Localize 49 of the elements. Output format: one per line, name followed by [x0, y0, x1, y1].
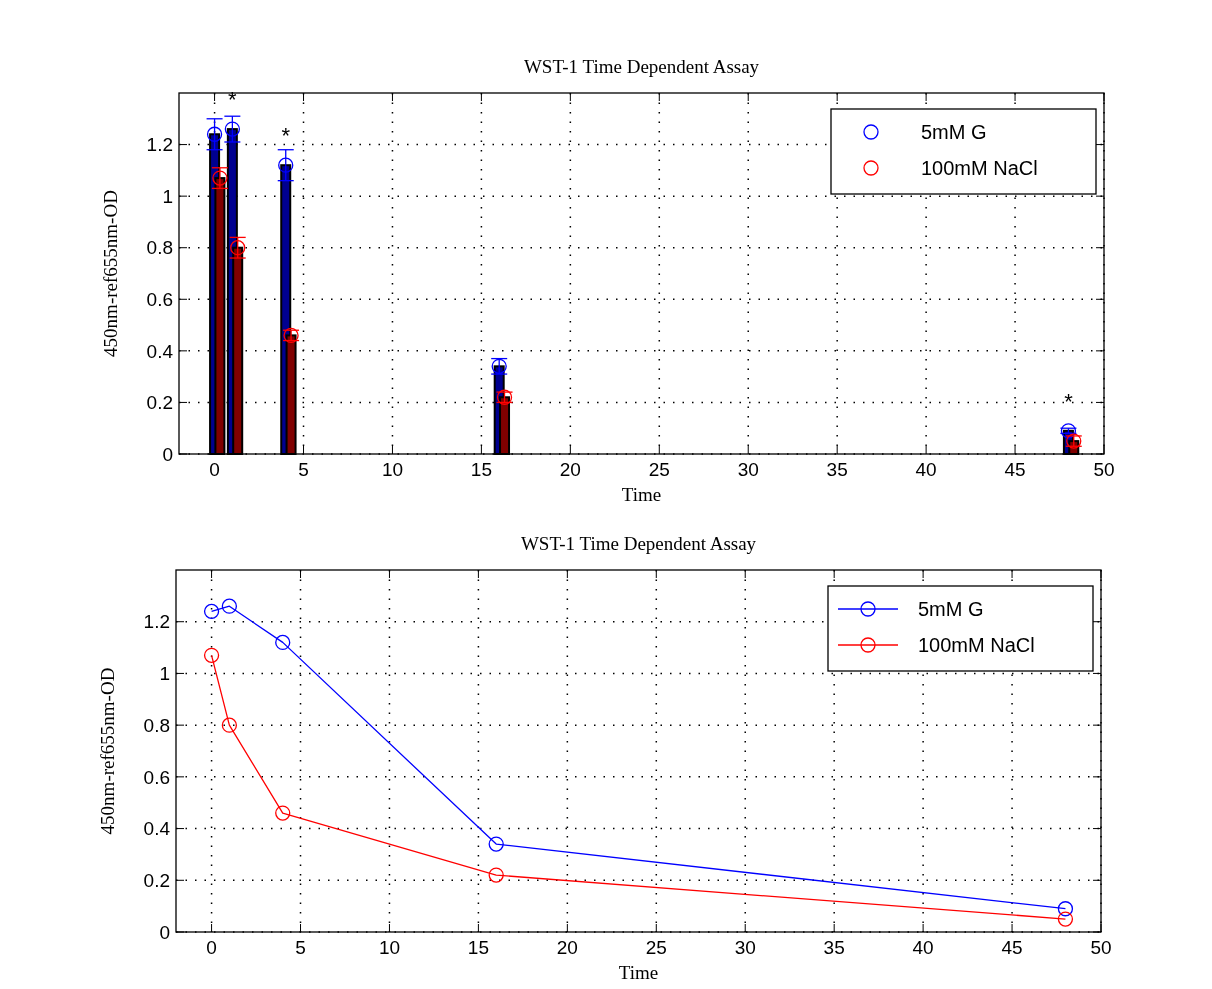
- x-tick-label: 5: [298, 459, 309, 480]
- x-tick-label: 25: [645, 937, 667, 958]
- x-tick-label: 30: [737, 459, 759, 480]
- chart-title: WST-1 Time Dependent Assay: [523, 56, 760, 77]
- y-tick-label: 0.4: [143, 818, 171, 840]
- y-tick-label: 0.6: [143, 766, 170, 788]
- y-tick-label: 0.8: [146, 237, 173, 259]
- y-tick-label: 0.4: [146, 340, 174, 362]
- x-tick-label: 40: [915, 459, 937, 480]
- x-tick-label: 5: [295, 937, 306, 958]
- x-tick-label: 40: [912, 937, 934, 958]
- x-tick-label: 20: [556, 937, 578, 958]
- y-tick-label: 0.2: [146, 392, 173, 414]
- x-tick-label: 25: [648, 459, 670, 480]
- legend-label: 5mM G: [921, 121, 987, 143]
- y-tick-label: 1.2: [143, 611, 170, 633]
- x-axis-title: Time: [618, 962, 659, 983]
- legend-label: 5mM G: [918, 598, 984, 620]
- y-tick-label: 1.2: [146, 134, 173, 156]
- x-tick-label: 15: [467, 937, 489, 958]
- x-tick-label: 45: [1001, 937, 1023, 958]
- x-tick-label: 35: [826, 459, 848, 480]
- x-tick-label: 50: [1093, 459, 1115, 480]
- x-tick-label: 15: [470, 459, 492, 480]
- annotation: *: [1064, 388, 1074, 414]
- x-tick-label: 50: [1090, 937, 1112, 958]
- x-tick-label: 30: [734, 937, 756, 958]
- legend-label: 100mM NaCl: [918, 634, 1035, 656]
- y-axis-title: 450nm-ref655nm-OD: [100, 190, 121, 357]
- x-tick-label: 35: [823, 937, 845, 958]
- chart-title: WST-1 Time Dependent Assay: [520, 533, 757, 554]
- x-tick-label: 10: [378, 937, 401, 958]
- y-tick-label: 0.2: [143, 869, 170, 891]
- x-tick-label: 45: [1004, 459, 1026, 480]
- x-tick-label: 0: [209, 459, 220, 480]
- x-tick-label: 10: [381, 459, 404, 480]
- y-tick-label: 1: [159, 663, 170, 685]
- annotation: *: [281, 123, 291, 149]
- y-tick-label: 0.8: [143, 714, 170, 736]
- y-tick-label: 0: [162, 443, 173, 465]
- y-axis-title: 450nm-ref655nm-OD: [97, 667, 118, 835]
- y-tick-label: 0.6: [146, 288, 173, 310]
- y-tick-label: 0: [159, 921, 170, 943]
- x-axis-title: Time: [621, 484, 662, 505]
- x-tick-label: 0: [206, 937, 217, 958]
- legend-label: 100mM NaCl: [921, 157, 1038, 179]
- annotation: *: [228, 87, 238, 113]
- y-tick-label: 1: [162, 185, 173, 207]
- x-tick-label: 20: [559, 459, 581, 480]
